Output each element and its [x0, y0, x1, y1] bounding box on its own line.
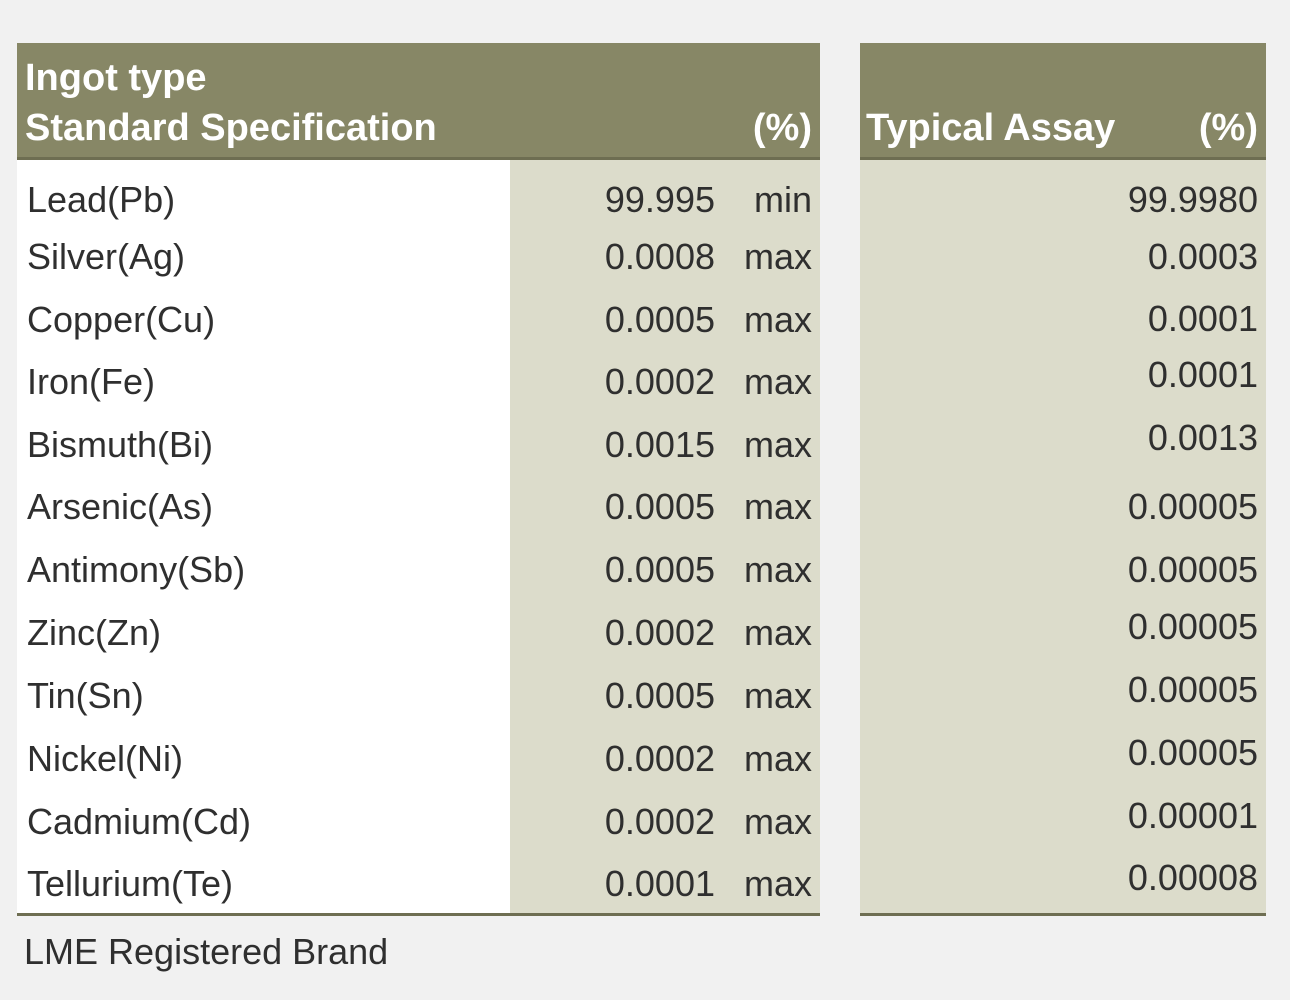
element-name-column: Lead(Pb) Silver(Ag) Copper(Cu) Iron(Fe) Bism…	[17, 160, 510, 915]
assay-value: 0.00005	[1127, 606, 1258, 647]
element-name: Zinc(Zn)	[27, 612, 161, 653]
element-name: Copper(Cu)	[27, 299, 216, 340]
spec-header-line1: Ingot type	[25, 57, 207, 99]
assay-value: 0.00008	[1127, 857, 1258, 898]
spec-value: 99.995	[604, 179, 715, 220]
assay-value-column: 99.9980 0.0003 0.0001 0.0001 0.0013 0.00005 0.…	[860, 160, 1266, 915]
spec-value: 0.0008	[604, 236, 715, 277]
spec-qualifier: min	[753, 179, 812, 220]
element-name: Lead(Pb)	[27, 179, 176, 220]
spec-qualifier: max	[743, 738, 812, 779]
element-name: Tin(Sn)	[27, 675, 144, 716]
spec-value: 0.0005	[604, 675, 715, 716]
assay-header-unit: (%)	[1198, 107, 1258, 149]
spec-qualifier: max	[743, 612, 812, 653]
assay-value: 0.00005	[1127, 732, 1258, 773]
spec-qualifier: max	[743, 801, 812, 842]
spec-value-column: 99.995 min 0.0008 max 0.0005 max 0.0002 max 0.00…	[510, 160, 820, 915]
spec-header-unit: (%)	[752, 107, 812, 149]
spec-qualifier: max	[743, 863, 812, 904]
assay-value: 0.00001	[1127, 795, 1258, 836]
assay-table-header: Typical Assay (%)	[860, 43, 1266, 160]
element-name: Bismuth(Bi)	[27, 424, 214, 465]
spec-value: 0.0002	[604, 612, 715, 653]
assay-value: 0.0003	[1147, 236, 1258, 277]
element-name: Cadmium(Cd)	[27, 801, 252, 842]
spec-qualifier: max	[743, 299, 812, 340]
footer-note: LME Registered Brand	[24, 931, 389, 972]
assay-value: 0.00005	[1127, 486, 1258, 527]
spec-header-line2: Standard Specification	[25, 107, 437, 149]
element-name: Antimony(Sb)	[27, 549, 246, 590]
spec-value: 0.0001	[604, 863, 715, 904]
element-name: Silver(Ag)	[27, 236, 186, 277]
assay-value: 0.0001	[1147, 298, 1258, 339]
spec-value: 0.0005	[604, 299, 715, 340]
element-name: Nickel(Ni)	[27, 738, 183, 779]
spec-qualifier: max	[743, 361, 812, 402]
spec-value: 0.0005	[604, 486, 715, 527]
spec-value: 0.0005	[604, 549, 715, 590]
element-name: Arsenic(As)	[27, 486, 214, 527]
element-name: Tellurium(Te)	[27, 863, 234, 904]
assay-value: 0.00005	[1127, 669, 1258, 710]
spec-table-header: Ingot type Standard Specification (%)	[17, 43, 820, 160]
element-name: Iron(Fe)	[27, 361, 156, 402]
spec-qualifier: max	[743, 486, 812, 527]
spec-value: 0.0002	[604, 801, 715, 842]
spec-bottom-rule	[17, 913, 820, 916]
spec-qualifier: max	[743, 549, 812, 590]
spec-qualifier: max	[743, 424, 812, 465]
assay-header-title: Typical Assay	[866, 107, 1116, 149]
assay-value: 0.0013	[1147, 417, 1258, 458]
spec-value: 0.0015	[604, 424, 715, 465]
assay-bottom-rule	[860, 913, 1266, 916]
assay-value: 0.00005	[1127, 549, 1258, 590]
spec-qualifier: max	[743, 675, 812, 716]
spec-value: 0.0002	[604, 738, 715, 779]
assay-value: 0.0001	[1147, 354, 1258, 395]
assay-value: 99.9980	[1127, 179, 1258, 220]
spec-qualifier: max	[743, 236, 812, 277]
spec-value: 0.0002	[604, 361, 715, 402]
